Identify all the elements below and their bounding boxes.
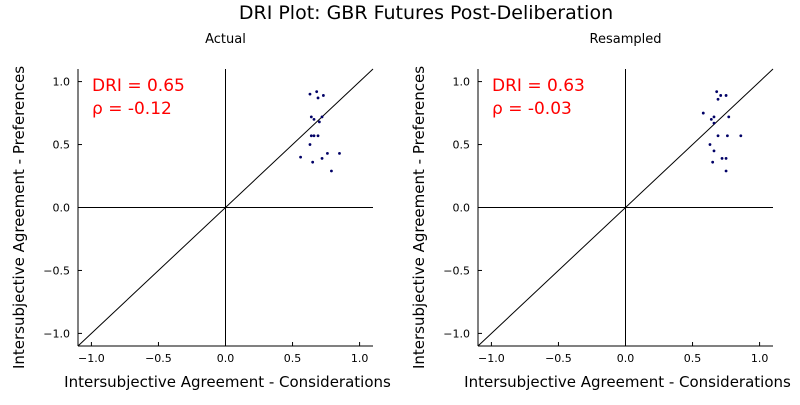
data-point xyxy=(320,115,324,119)
data-point xyxy=(708,143,712,146)
data-point xyxy=(712,115,716,119)
data-point xyxy=(712,121,716,125)
subplot-title: Resampled xyxy=(590,32,662,47)
data-point xyxy=(739,134,743,138)
data-point xyxy=(724,169,728,173)
data-point xyxy=(316,134,320,138)
y-tick-label: −1.0 xyxy=(443,327,470,340)
data-point xyxy=(326,151,329,155)
y-tick-label: −0.5 xyxy=(443,264,470,277)
x-tick-label: 0.0 xyxy=(217,352,235,365)
rho-annotation: ρ = -0.12 xyxy=(92,99,172,119)
x-axis-label: Intersubjective Agreement - Consideratio… xyxy=(64,373,391,391)
data-point xyxy=(312,117,316,121)
data-point xyxy=(701,111,705,115)
subplot-title: Actual xyxy=(205,32,246,47)
x-tick-label: 0.5 xyxy=(284,352,302,365)
dri-annotation: DRI = 0.65 xyxy=(92,76,185,96)
data-point xyxy=(315,90,319,94)
rho-annotation: ρ = -0.03 xyxy=(492,99,572,119)
y-tick-label: −1.0 xyxy=(43,327,70,340)
data-point xyxy=(338,151,341,155)
data-point xyxy=(316,96,320,100)
data-point xyxy=(715,90,719,94)
y-axis-label: Intersubjective Agreement - Preferences xyxy=(410,66,428,369)
y-tick-label: 1.0 xyxy=(453,76,471,89)
data-point xyxy=(309,134,313,138)
data-point xyxy=(712,149,716,153)
data-point xyxy=(320,156,324,160)
figure-title: DRI Plot: GBR Futures Post-Deliberation xyxy=(239,2,613,24)
y-axis-label: Intersubjective Agreement - Preferences xyxy=(10,66,28,369)
x-tick-label: −0.5 xyxy=(545,352,572,365)
y-tick-label: 0.5 xyxy=(453,139,471,152)
y-tick-label: 1.0 xyxy=(53,76,71,89)
y-tick-label: 0.0 xyxy=(53,202,71,215)
data-point xyxy=(312,134,316,138)
data-point xyxy=(724,94,728,97)
x-tick-label: 1.0 xyxy=(751,352,769,365)
data-point xyxy=(719,94,723,97)
data-point xyxy=(311,160,315,164)
x-axis-label: Intersubjective Agreement - Consideratio… xyxy=(464,373,791,391)
data-point xyxy=(330,169,333,173)
data-point xyxy=(321,94,325,97)
dri-annotation: DRI = 0.63 xyxy=(492,76,585,96)
identity-diagonal-line xyxy=(77,68,374,347)
identity-diagonal-line xyxy=(477,68,774,347)
x-tick-label: 1.0 xyxy=(351,352,369,365)
data-point xyxy=(299,155,302,159)
data-point xyxy=(727,115,731,119)
data-point xyxy=(317,120,321,124)
data-point xyxy=(711,160,715,164)
data-point xyxy=(726,134,729,138)
x-tick-label: 0.5 xyxy=(684,352,702,365)
data-point xyxy=(716,134,720,138)
data-point xyxy=(308,92,312,96)
y-tick-label: 0.0 xyxy=(453,202,471,215)
data-point xyxy=(724,156,728,160)
x-tick-label: −0.5 xyxy=(145,352,172,365)
data-point xyxy=(709,117,713,121)
x-tick-label: 0.0 xyxy=(617,352,635,365)
data-point xyxy=(308,143,312,146)
x-tick-label: −1.0 xyxy=(478,352,505,365)
data-point xyxy=(720,156,724,160)
data-point xyxy=(309,115,313,119)
x-tick-label: −1.0 xyxy=(78,352,105,365)
data-point xyxy=(716,97,720,101)
y-tick-label: 0.5 xyxy=(53,139,71,152)
y-tick-label: −0.5 xyxy=(43,264,70,277)
